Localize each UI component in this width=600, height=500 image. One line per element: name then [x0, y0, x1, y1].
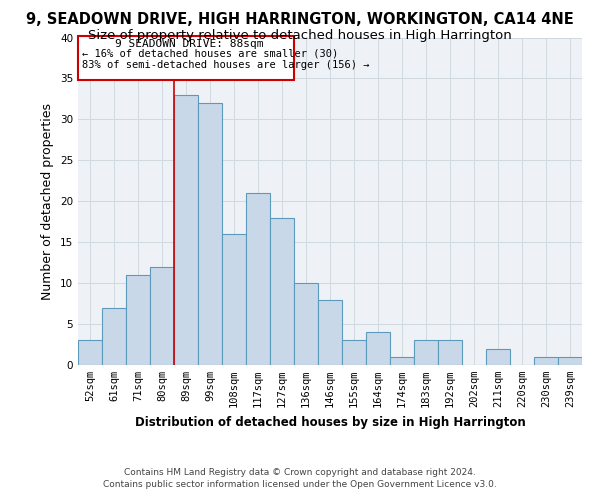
Bar — [198, 103, 222, 365]
Bar — [486, 348, 510, 365]
Bar — [558, 357, 582, 365]
Bar — [78, 36, 294, 80]
Text: 9 SEADOWN DRIVE: 88sqm: 9 SEADOWN DRIVE: 88sqm — [115, 39, 264, 49]
Bar — [174, 95, 198, 365]
Text: Contains HM Land Registry data © Crown copyright and database right 2024.
Contai: Contains HM Land Registry data © Crown c… — [103, 468, 497, 489]
Bar — [102, 308, 126, 365]
X-axis label: Distribution of detached houses by size in High Harrington: Distribution of detached houses by size … — [134, 416, 526, 428]
Bar — [534, 357, 558, 365]
Bar — [126, 275, 150, 365]
Bar — [270, 218, 294, 365]
Bar — [78, 340, 102, 365]
Text: 9, SEADOWN DRIVE, HIGH HARRINGTON, WORKINGTON, CA14 4NE: 9, SEADOWN DRIVE, HIGH HARRINGTON, WORKI… — [26, 12, 574, 28]
Bar — [294, 283, 318, 365]
Text: Size of property relative to detached houses in High Harrington: Size of property relative to detached ho… — [88, 29, 512, 42]
Bar — [366, 332, 390, 365]
Text: ← 16% of detached houses are smaller (30): ← 16% of detached houses are smaller (30… — [82, 49, 338, 59]
Bar — [390, 357, 414, 365]
Bar — [222, 234, 246, 365]
Bar — [414, 340, 438, 365]
Text: 83% of semi-detached houses are larger (156) →: 83% of semi-detached houses are larger (… — [82, 60, 369, 70]
Y-axis label: Number of detached properties: Number of detached properties — [41, 103, 55, 300]
Bar — [246, 193, 270, 365]
Bar — [318, 300, 342, 365]
Bar — [438, 340, 462, 365]
Bar — [342, 340, 366, 365]
Bar — [150, 267, 174, 365]
